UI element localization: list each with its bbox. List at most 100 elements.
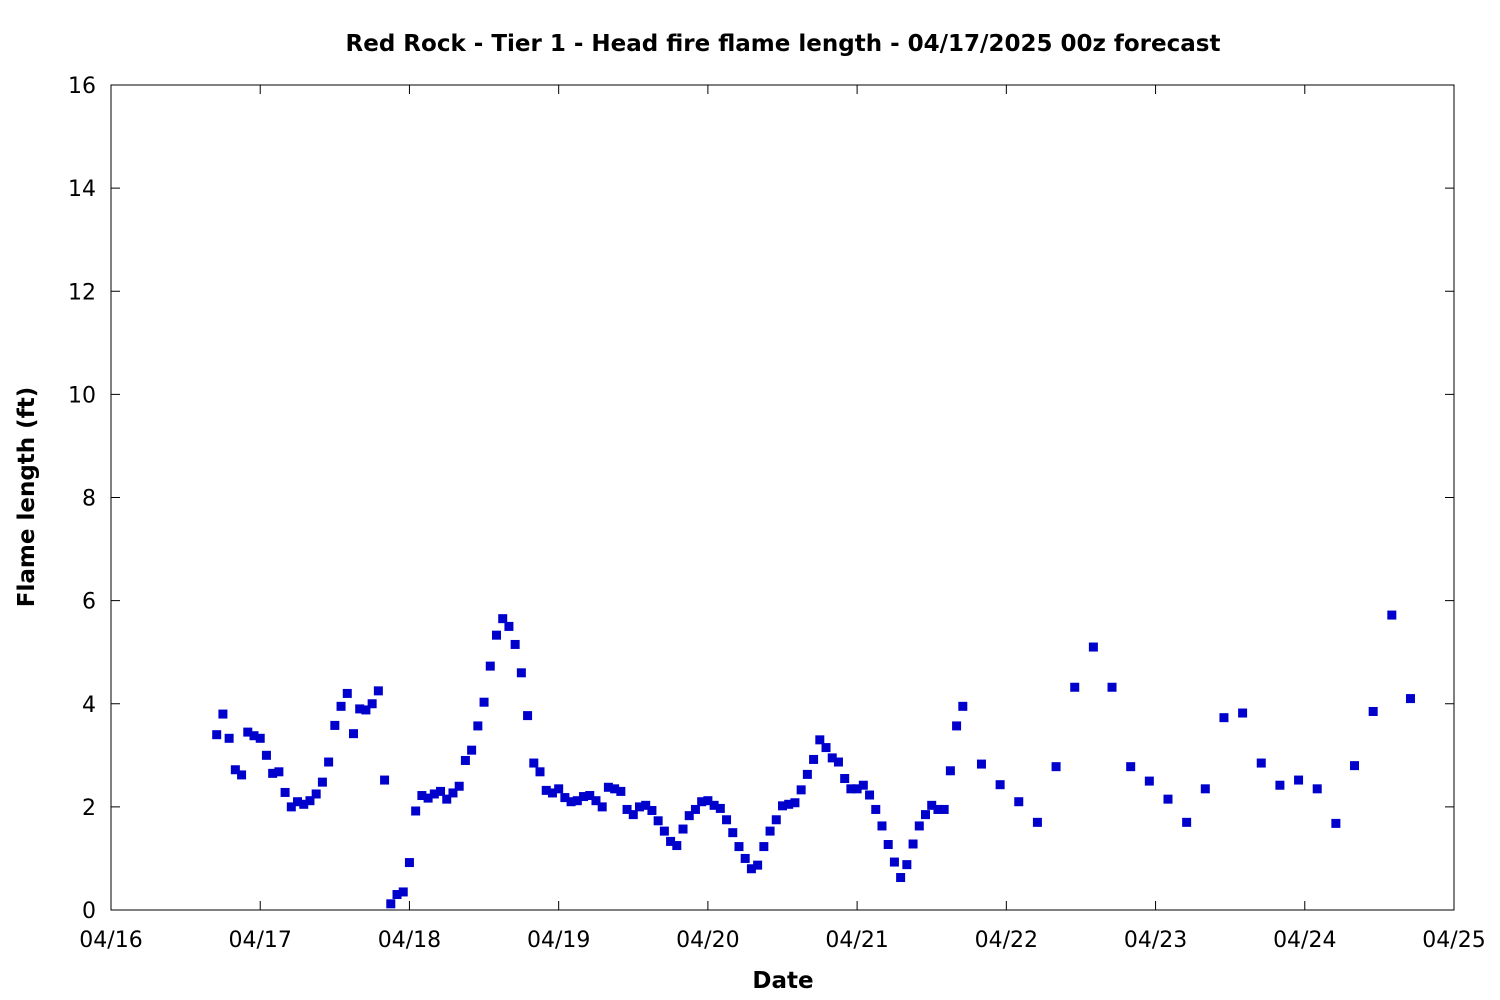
data-point bbox=[566, 797, 576, 807]
data-point bbox=[591, 796, 601, 806]
data-point bbox=[572, 796, 582, 806]
data-point bbox=[896, 873, 906, 883]
data-point bbox=[877, 821, 887, 831]
data-point bbox=[336, 701, 346, 711]
data-point bbox=[1200, 784, 1210, 794]
data-point bbox=[1219, 713, 1229, 723]
data-point bbox=[442, 794, 452, 804]
data-point bbox=[790, 798, 800, 808]
data-point bbox=[367, 699, 377, 709]
data-point bbox=[392, 890, 402, 900]
data-point bbox=[355, 704, 365, 714]
data-point bbox=[945, 766, 955, 776]
data-point bbox=[921, 810, 930, 820]
data-point bbox=[833, 757, 843, 767]
data-point bbox=[516, 668, 526, 678]
data-point bbox=[846, 784, 856, 794]
data-point bbox=[1368, 706, 1378, 716]
data-point bbox=[603, 782, 613, 792]
data-point bbox=[765, 826, 775, 836]
data-point bbox=[1144, 776, 1154, 786]
y-tick-label: 4 bbox=[82, 693, 96, 718]
data-point bbox=[249, 731, 259, 741]
data-point bbox=[467, 745, 477, 755]
data-point bbox=[554, 784, 564, 794]
data-point bbox=[1294, 775, 1304, 785]
data-points bbox=[212, 610, 1415, 909]
data-point bbox=[1312, 784, 1322, 794]
data-point bbox=[218, 709, 228, 719]
data-point bbox=[299, 799, 309, 809]
data-point bbox=[883, 840, 893, 850]
data-point bbox=[261, 750, 271, 760]
data-point bbox=[722, 815, 732, 825]
data-point bbox=[448, 788, 458, 798]
data-point bbox=[398, 887, 408, 897]
data-point bbox=[952, 721, 962, 731]
data-point bbox=[560, 793, 570, 803]
data-point bbox=[417, 791, 427, 801]
x-tick-label: 04/20 bbox=[676, 928, 739, 953]
data-point bbox=[473, 721, 483, 731]
data-point bbox=[703, 796, 713, 806]
data-point bbox=[865, 790, 875, 800]
data-point bbox=[1051, 762, 1061, 772]
y-tick-label: 10 bbox=[68, 383, 96, 408]
data-point bbox=[678, 824, 688, 834]
chart-title: Red Rock - Tier 1 - Head fire flame leng… bbox=[346, 31, 1221, 57]
data-point bbox=[771, 815, 781, 825]
data-point bbox=[274, 767, 284, 777]
data-point bbox=[908, 839, 918, 849]
data-point bbox=[535, 767, 545, 777]
data-point bbox=[1238, 708, 1248, 718]
data-point bbox=[255, 733, 265, 743]
data-point bbox=[852, 784, 862, 794]
data-point bbox=[311, 789, 321, 799]
x-tick-label: 04/16 bbox=[79, 928, 142, 953]
data-point bbox=[809, 754, 819, 764]
data-point bbox=[237, 770, 247, 780]
data-point bbox=[212, 730, 222, 740]
data-point bbox=[454, 781, 464, 791]
data-point bbox=[753, 860, 763, 870]
data-point bbox=[840, 774, 850, 784]
data-point bbox=[1107, 682, 1117, 692]
data-point bbox=[479, 697, 489, 707]
data-point bbox=[547, 788, 557, 798]
data-point bbox=[317, 777, 327, 787]
data-point bbox=[821, 743, 831, 753]
data-point bbox=[858, 780, 868, 790]
data-point bbox=[268, 768, 278, 778]
data-point bbox=[386, 899, 396, 909]
data-point bbox=[628, 810, 638, 820]
data-point bbox=[342, 688, 352, 698]
data-point bbox=[280, 787, 290, 797]
data-point bbox=[498, 614, 508, 624]
x-tick-label: 04/24 bbox=[1273, 928, 1336, 953]
data-point bbox=[784, 799, 794, 809]
data-point bbox=[286, 802, 296, 812]
data-point bbox=[324, 757, 334, 767]
data-point bbox=[697, 797, 707, 807]
axis-ticks bbox=[110, 84, 1455, 911]
data-point bbox=[933, 804, 943, 814]
data-point bbox=[815, 735, 825, 745]
x-tick-label: 04/17 bbox=[229, 928, 292, 953]
data-point bbox=[622, 804, 632, 814]
data-point bbox=[429, 789, 439, 799]
data-point bbox=[653, 816, 663, 826]
data-point bbox=[802, 769, 812, 779]
x-tick-label: 04/18 bbox=[378, 928, 441, 953]
data-point bbox=[740, 853, 750, 863]
data-point bbox=[541, 785, 551, 795]
data-point bbox=[902, 860, 912, 870]
x-tick-label: 04/23 bbox=[1124, 928, 1187, 953]
data-point bbox=[1331, 818, 1341, 828]
data-point bbox=[224, 733, 234, 743]
data-point bbox=[330, 720, 340, 730]
x-tick-label: 04/22 bbox=[975, 928, 1038, 953]
data-point bbox=[585, 791, 595, 801]
data-point bbox=[411, 806, 421, 816]
